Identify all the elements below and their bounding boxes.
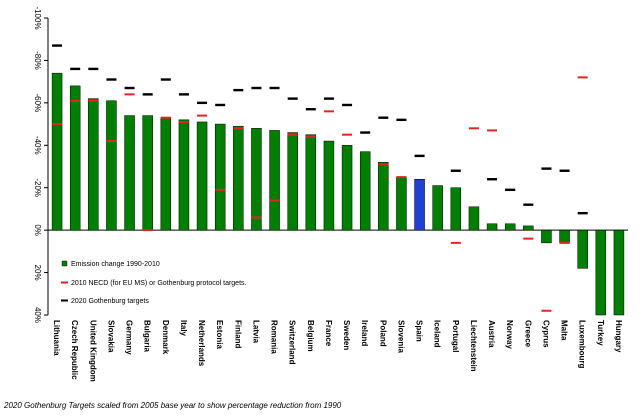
category-label: Luxembourg — [578, 320, 587, 369]
markers-layer — [52, 44, 588, 312]
category-label: Germany — [125, 320, 134, 355]
bar-bulgaria — [142, 115, 153, 231]
bar-austria — [486, 223, 498, 231]
category-label: Hungary — [614, 320, 623, 353]
bar-lithuania — [51, 72, 63, 231]
bar-finland — [233, 125, 244, 231]
legend-swatch-emission — [61, 260, 68, 267]
bar-netherlands — [196, 121, 208, 231]
y-tick-label: -100% — [33, 6, 42, 29]
bar-switzerland — [287, 132, 298, 231]
category-label: Lithuania — [52, 320, 61, 356]
bar-latvia — [251, 128, 262, 231]
bars-layer — [51, 72, 625, 316]
category-label: France — [324, 320, 333, 347]
category-label: Turkey — [596, 320, 605, 346]
bar-france — [323, 140, 335, 231]
bar-italy — [178, 119, 190, 231]
category-label: Ireland — [360, 320, 369, 346]
category-label: Belgium — [306, 320, 315, 352]
category-label: Finland — [233, 320, 242, 349]
category-label: Iceland — [433, 320, 442, 348]
y-tick-label: 40% — [33, 307, 42, 323]
bar-denmark — [160, 117, 172, 231]
legend: Emission change 1990-2010 2010 NECD (for … — [61, 260, 247, 305]
bar-united-kingdom — [88, 98, 99, 231]
bar-romania — [269, 130, 280, 231]
bar-cyprus — [541, 229, 552, 244]
category-label: Switzerland — [288, 320, 297, 365]
legend-label: 2010 NECD (for EU MS) or Gothenburg prot… — [71, 280, 247, 287]
category-label: Denmark — [161, 320, 170, 355]
bar-spain — [414, 178, 425, 231]
bar-liechtenstein — [468, 206, 480, 231]
category-label: Austria — [487, 320, 496, 348]
category-label: Czech Republic — [70, 320, 79, 380]
bar-poland — [378, 162, 389, 231]
bar-czech-republic — [69, 85, 81, 231]
legend-label: 2020 Gothenburg targets — [71, 298, 149, 305]
bar-norway — [504, 223, 516, 231]
category-label: Greece — [523, 320, 532, 348]
bar-hungary — [613, 229, 625, 316]
category-label: Poland — [378, 320, 387, 347]
category-label: United Kingdom — [88, 320, 97, 382]
category-label: Latvia — [251, 320, 260, 344]
category-label: Italy — [179, 320, 188, 337]
y-tick-label: 0% — [33, 224, 42, 236]
bar-malta — [559, 229, 570, 244]
category-label: Liechtenstein — [469, 320, 478, 372]
category-label: Slovakia — [106, 320, 115, 353]
category-label: Malta — [560, 320, 569, 341]
category-label: Estonia — [215, 320, 224, 349]
bar-portugal — [450, 187, 462, 231]
y-tick-label: -80% — [33, 51, 42, 70]
labels-layer: Lithuania Czech Republic United Kingdom Slo… — [52, 320, 623, 382]
bar-slovakia — [106, 100, 117, 231]
category-label: Slovenia — [396, 320, 405, 353]
y-tick-label: -60% — [33, 94, 42, 113]
chart-caption: 2020 Gothenburg Targets scaled from 2005… — [4, 401, 342, 410]
category-label: Sweden — [342, 320, 351, 350]
bar-ireland — [359, 151, 371, 231]
bar-iceland — [432, 185, 443, 231]
category-label: Spain — [415, 320, 424, 342]
legend-label: Emission change 1990-2010 — [71, 261, 160, 268]
category-label: Bulgaria — [143, 320, 152, 353]
category-label: Romania — [270, 320, 279, 354]
bar-germany — [124, 115, 135, 231]
bar-slovenia — [396, 176, 407, 231]
chart: -100% -80% -60% -40% -20% 0% 20% 40% Lithuania C… — [33, 6, 628, 382]
category-label: Norway — [505, 320, 514, 349]
y-tick-label: -20% — [33, 178, 42, 197]
category-label: Portugal — [451, 320, 460, 352]
bar-estonia — [214, 123, 226, 231]
bar-sweden — [341, 145, 353, 231]
y-tick-label: -40% — [33, 136, 42, 155]
bar-greece — [523, 225, 534, 231]
bar-belgium — [305, 134, 317, 231]
bar-luxembourg — [577, 229, 588, 269]
y-tick-label: 20% — [33, 265, 42, 281]
bar-turkey — [595, 229, 607, 316]
category-label: Cyprus — [541, 320, 550, 348]
category-label: Netherlands — [197, 320, 206, 367]
